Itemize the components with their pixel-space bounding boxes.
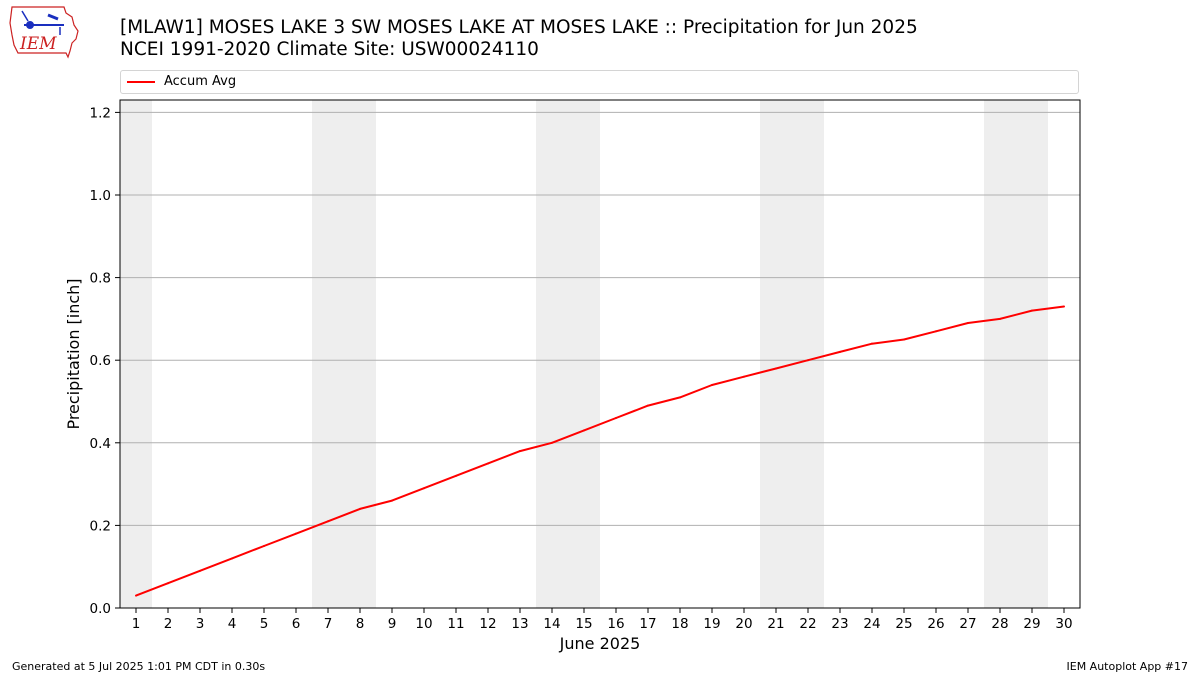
data-point xyxy=(839,350,841,353)
y-tick-label: 0.6 xyxy=(90,353,111,369)
data-point xyxy=(199,569,201,572)
chart-legend: Accum Avg xyxy=(120,70,1079,94)
x-tick-label: 15 xyxy=(575,616,592,632)
y-axis-title: Precipitation [inch] xyxy=(64,278,83,429)
y-axis: 0.0 0.2 0.4 0.6 0.8 1.0 1.2 xyxy=(90,105,120,617)
y-tick-label: 0.2 xyxy=(90,518,111,534)
x-tick-label: 9 xyxy=(388,616,397,632)
x-axis-title: June 2025 xyxy=(559,634,641,653)
x-tick-label: 29 xyxy=(1023,616,1040,632)
data-point xyxy=(1031,309,1033,312)
x-tick-label: 5 xyxy=(260,616,269,632)
data-point xyxy=(743,375,745,378)
data-point xyxy=(871,342,873,345)
series-line-accum-avg xyxy=(135,305,1065,597)
weekend-bands xyxy=(120,100,1048,608)
logo-text: IEM xyxy=(19,34,57,54)
data-point xyxy=(519,450,521,453)
iem-logo: IEM xyxy=(9,6,79,59)
data-point xyxy=(647,404,649,407)
x-tick-label: 25 xyxy=(895,616,912,632)
x-tick-label: 11 xyxy=(447,616,464,632)
data-point xyxy=(1063,305,1065,308)
weekend-band-2 xyxy=(312,100,376,608)
chart-title-line2: NCEI 1991-2020 Climate Site: USW00024110 xyxy=(120,39,539,60)
x-tick-label: 27 xyxy=(959,616,976,632)
data-point xyxy=(711,383,713,386)
chart-title-line1: [MLAW1] MOSES LAKE 3 SW MOSES LAKE AT MO… xyxy=(120,17,918,38)
x-tick-label: 4 xyxy=(228,616,237,632)
data-point xyxy=(807,359,809,362)
data-point xyxy=(359,507,361,510)
data-point xyxy=(455,474,457,477)
x-tick-label: 1 xyxy=(132,616,141,632)
data-point xyxy=(775,367,777,370)
data-point xyxy=(167,582,169,585)
footer-generated-text: Generated at 5 Jul 2025 1:01 PM CDT in 0… xyxy=(12,660,266,673)
data-point xyxy=(999,317,1001,320)
data-point xyxy=(263,545,265,548)
y-tick-label: 1.2 xyxy=(90,105,111,121)
y-tick-label: 0.0 xyxy=(90,601,111,617)
y-tick-label: 1.0 xyxy=(90,188,111,204)
data-point xyxy=(935,330,937,333)
data-point xyxy=(135,594,137,597)
iowa-outline xyxy=(9,6,79,59)
x-tick-label: 18 xyxy=(671,616,688,632)
data-point xyxy=(551,441,553,444)
data-point xyxy=(967,322,969,325)
x-tick-label: 24 xyxy=(863,616,880,632)
y-tick-label: 0.8 xyxy=(90,271,111,287)
x-tick-label: 20 xyxy=(735,616,752,632)
plot-frame xyxy=(119,99,1081,609)
x-tick-label: 22 xyxy=(799,616,816,632)
x-tick-label: 12 xyxy=(479,616,496,632)
legend-label-accum-avg: Accum Avg xyxy=(164,74,237,89)
data-point xyxy=(679,396,681,399)
footer-app-text: IEM Autoplot App #17 xyxy=(1066,660,1189,673)
weekend-band-1 xyxy=(120,100,152,608)
data-point xyxy=(487,462,489,465)
x-tick-label: 17 xyxy=(639,616,656,632)
x-tick-label: 19 xyxy=(703,616,720,632)
weekend-band-3 xyxy=(536,100,600,608)
weekend-band-4 xyxy=(760,100,824,608)
data-point xyxy=(391,499,393,502)
x-tick-label: 7 xyxy=(324,616,333,632)
x-tick-label: 6 xyxy=(292,616,301,632)
y-tick-label: 0.4 xyxy=(90,436,111,452)
data-point xyxy=(327,520,329,523)
weather-station-icon xyxy=(21,10,64,35)
x-tick-label: 16 xyxy=(607,616,624,632)
data-point xyxy=(615,417,617,420)
x-tick-label: 13 xyxy=(511,616,528,632)
x-tick-label: 23 xyxy=(831,616,848,632)
data-point xyxy=(903,338,905,341)
x-tick-label: 21 xyxy=(767,616,784,632)
legend-swatch-accum-avg xyxy=(127,81,155,83)
x-tick-label: 30 xyxy=(1055,616,1072,632)
data-point xyxy=(583,429,585,432)
x-tick-label: 14 xyxy=(543,616,560,632)
series-layer xyxy=(135,305,1065,597)
data-point xyxy=(423,487,425,490)
x-tick-label: 26 xyxy=(927,616,944,632)
data-point xyxy=(295,532,297,535)
x-tick-label: 10 xyxy=(415,616,432,632)
x-tick-label: 3 xyxy=(196,616,205,632)
weekend-band-5 xyxy=(984,100,1048,608)
x-axis: 1 2 3 4 5 6 7 8 9 10 11 12 13 14 15 16 17 18 19 20 21 22 23 24 2… xyxy=(132,608,1073,632)
x-tick-label: 8 xyxy=(356,616,365,632)
data-point xyxy=(231,557,233,560)
x-tick-label: 28 xyxy=(991,616,1008,632)
x-tick-label: 2 xyxy=(164,616,173,632)
